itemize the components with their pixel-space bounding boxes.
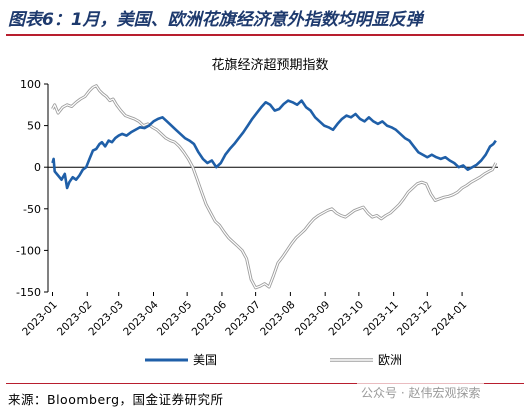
series-line-us (51, 99, 497, 190)
y-tick-label: 0 (34, 161, 41, 174)
y-tick-label: 50 (27, 120, 41, 133)
x-tick-label: 2023-04 (121, 299, 161, 339)
x-tick-label: 2023-08 (258, 299, 298, 339)
chart: 花旗经济超预期指数 -150 -100 -50 0 50 100 2023-01 2023-0… (16, 57, 498, 367)
x-tick-label: 2024-01 (430, 299, 470, 339)
source-note: 来源：Bloomberg，国金证券研究所 (8, 392, 224, 407)
axes: -150-100-500501002023-012023-022023-0320… (16, 78, 498, 338)
x-tick-label: 2023-11 (361, 299, 401, 339)
x-tick-label: 2023-07 (223, 299, 263, 339)
title-rule (6, 34, 524, 36)
source-rule (6, 383, 524, 384)
legend-label-eu: 欧洲 (378, 353, 402, 367)
chart-title: 花旗经济超预期指数 (211, 57, 328, 73)
watermark: 公众号 · 赵伟宏观探索 (357, 382, 485, 403)
legend-label-us: 美国 (193, 353, 217, 367)
x-tick-label: 2023-12 (395, 299, 435, 339)
x-tick-label: 2023-09 (293, 299, 333, 339)
y-tick-label: -50 (23, 203, 41, 216)
x-tick-label: 2023-06 (190, 299, 230, 339)
y-tick-label: -100 (16, 244, 41, 257)
x-tick-label: 2023-03 (86, 299, 126, 339)
legend: 美国 欧洲 (145, 353, 402, 367)
series-layer (51, 84, 498, 290)
x-tick-label: 2023-10 (327, 299, 367, 339)
series-line-eu (51, 84, 498, 290)
y-tick-label: -150 (16, 286, 41, 299)
x-tick-label: 2023-05 (155, 299, 195, 339)
y-tick-label: 100 (20, 78, 41, 91)
series-line-eu-inner (51, 85, 497, 289)
x-tick-label: 2023-01 (20, 299, 60, 339)
figure-title: 图表6：1月，美国、欧洲花旗经济意外指数均明显反弹 (8, 10, 423, 30)
